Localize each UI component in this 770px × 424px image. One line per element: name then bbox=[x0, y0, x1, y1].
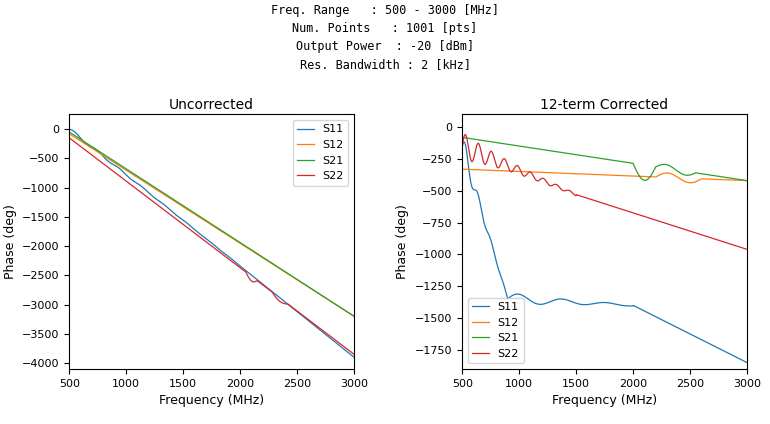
S12 bbox=[82, 142, 92, 148]
S22 bbox=[65, 135, 74, 140]
S12 bbox=[350, 314, 359, 319]
S21 bbox=[286, 273, 296, 278]
S22 bbox=[728, 243, 738, 248]
S11 bbox=[460, 139, 469, 145]
S12 bbox=[679, 179, 688, 184]
S21 bbox=[679, 172, 688, 177]
S11 bbox=[336, 343, 345, 349]
S12 bbox=[709, 177, 718, 182]
S12 bbox=[742, 178, 752, 183]
Line: S11: S11 bbox=[462, 142, 747, 363]
Line: S21: S21 bbox=[69, 132, 354, 316]
S21 bbox=[316, 292, 326, 297]
S11 bbox=[690, 334, 699, 339]
S11 bbox=[350, 354, 359, 360]
Legend: S11, S12, S21, S22: S11, S12, S21, S22 bbox=[467, 298, 524, 363]
S11 bbox=[516, 292, 525, 297]
S21 bbox=[457, 135, 467, 140]
S12 bbox=[515, 169, 524, 174]
X-axis label: Frequency (MHz): Frequency (MHz) bbox=[159, 394, 264, 407]
S21 bbox=[515, 144, 524, 149]
S22 bbox=[350, 352, 359, 357]
Line: S21: S21 bbox=[462, 137, 747, 181]
S12 bbox=[457, 167, 467, 172]
S21 bbox=[475, 137, 484, 142]
S11 bbox=[742, 360, 752, 365]
S12 bbox=[336, 305, 345, 310]
S21 bbox=[709, 173, 718, 178]
Title: Uncorrected: Uncorrected bbox=[169, 98, 254, 112]
Y-axis label: Phase (deg): Phase (deg) bbox=[397, 204, 410, 279]
S12 bbox=[65, 131, 74, 137]
Y-axis label: Phase (deg): Phase (deg) bbox=[4, 204, 16, 279]
S21 bbox=[742, 178, 752, 183]
Text: Freq. Range   : 500 - 3000 [MHz]
Num. Points   : 1001 [pts]
Output Power  : -20 : Freq. Range : 500 - 3000 [MHz] Num. Poin… bbox=[271, 4, 499, 71]
S12 bbox=[690, 179, 699, 184]
S12 bbox=[728, 178, 738, 183]
S22 bbox=[475, 144, 484, 149]
S11 bbox=[82, 142, 92, 147]
S22 bbox=[82, 148, 92, 153]
S11 bbox=[475, 199, 484, 204]
S11 bbox=[457, 144, 467, 149]
S12 bbox=[686, 180, 695, 185]
Line: S11: S11 bbox=[69, 129, 354, 357]
S22 bbox=[516, 167, 525, 173]
Title: 12-term Corrected: 12-term Corrected bbox=[541, 98, 668, 112]
S22 bbox=[680, 227, 689, 232]
X-axis label: Frequency (MHz): Frequency (MHz) bbox=[552, 394, 657, 407]
Line: S12: S12 bbox=[69, 134, 354, 316]
S21 bbox=[336, 305, 345, 310]
Legend: S11, S12, S21, S22: S11, S12, S21, S22 bbox=[293, 120, 349, 186]
S22 bbox=[742, 247, 752, 252]
S22 bbox=[297, 312, 306, 317]
S22 bbox=[690, 230, 699, 235]
S11 bbox=[65, 126, 74, 131]
Line: S22: S22 bbox=[462, 134, 747, 249]
S21 bbox=[122, 167, 132, 172]
S22 bbox=[316, 326, 326, 332]
S12 bbox=[475, 167, 484, 173]
S22 bbox=[457, 144, 467, 149]
S11 bbox=[680, 329, 689, 334]
S11 bbox=[286, 304, 296, 310]
S21 bbox=[350, 314, 359, 319]
Line: S12: S12 bbox=[462, 169, 747, 183]
S22 bbox=[709, 236, 718, 241]
Line: S22: S22 bbox=[69, 138, 354, 354]
S11 bbox=[297, 312, 306, 318]
S21 bbox=[65, 129, 74, 134]
S21 bbox=[297, 280, 306, 285]
S21 bbox=[728, 176, 738, 181]
S12 bbox=[316, 293, 326, 298]
S11 bbox=[728, 353, 738, 358]
S22 bbox=[336, 341, 345, 346]
S11 bbox=[709, 343, 718, 349]
S11 bbox=[316, 328, 326, 333]
S12 bbox=[122, 168, 132, 173]
S12 bbox=[297, 280, 306, 285]
S12 bbox=[286, 273, 296, 279]
S22 bbox=[122, 179, 132, 184]
S11 bbox=[122, 173, 132, 179]
S22 bbox=[286, 304, 296, 309]
S22 bbox=[460, 132, 470, 137]
S21 bbox=[82, 141, 92, 146]
S21 bbox=[690, 171, 699, 176]
